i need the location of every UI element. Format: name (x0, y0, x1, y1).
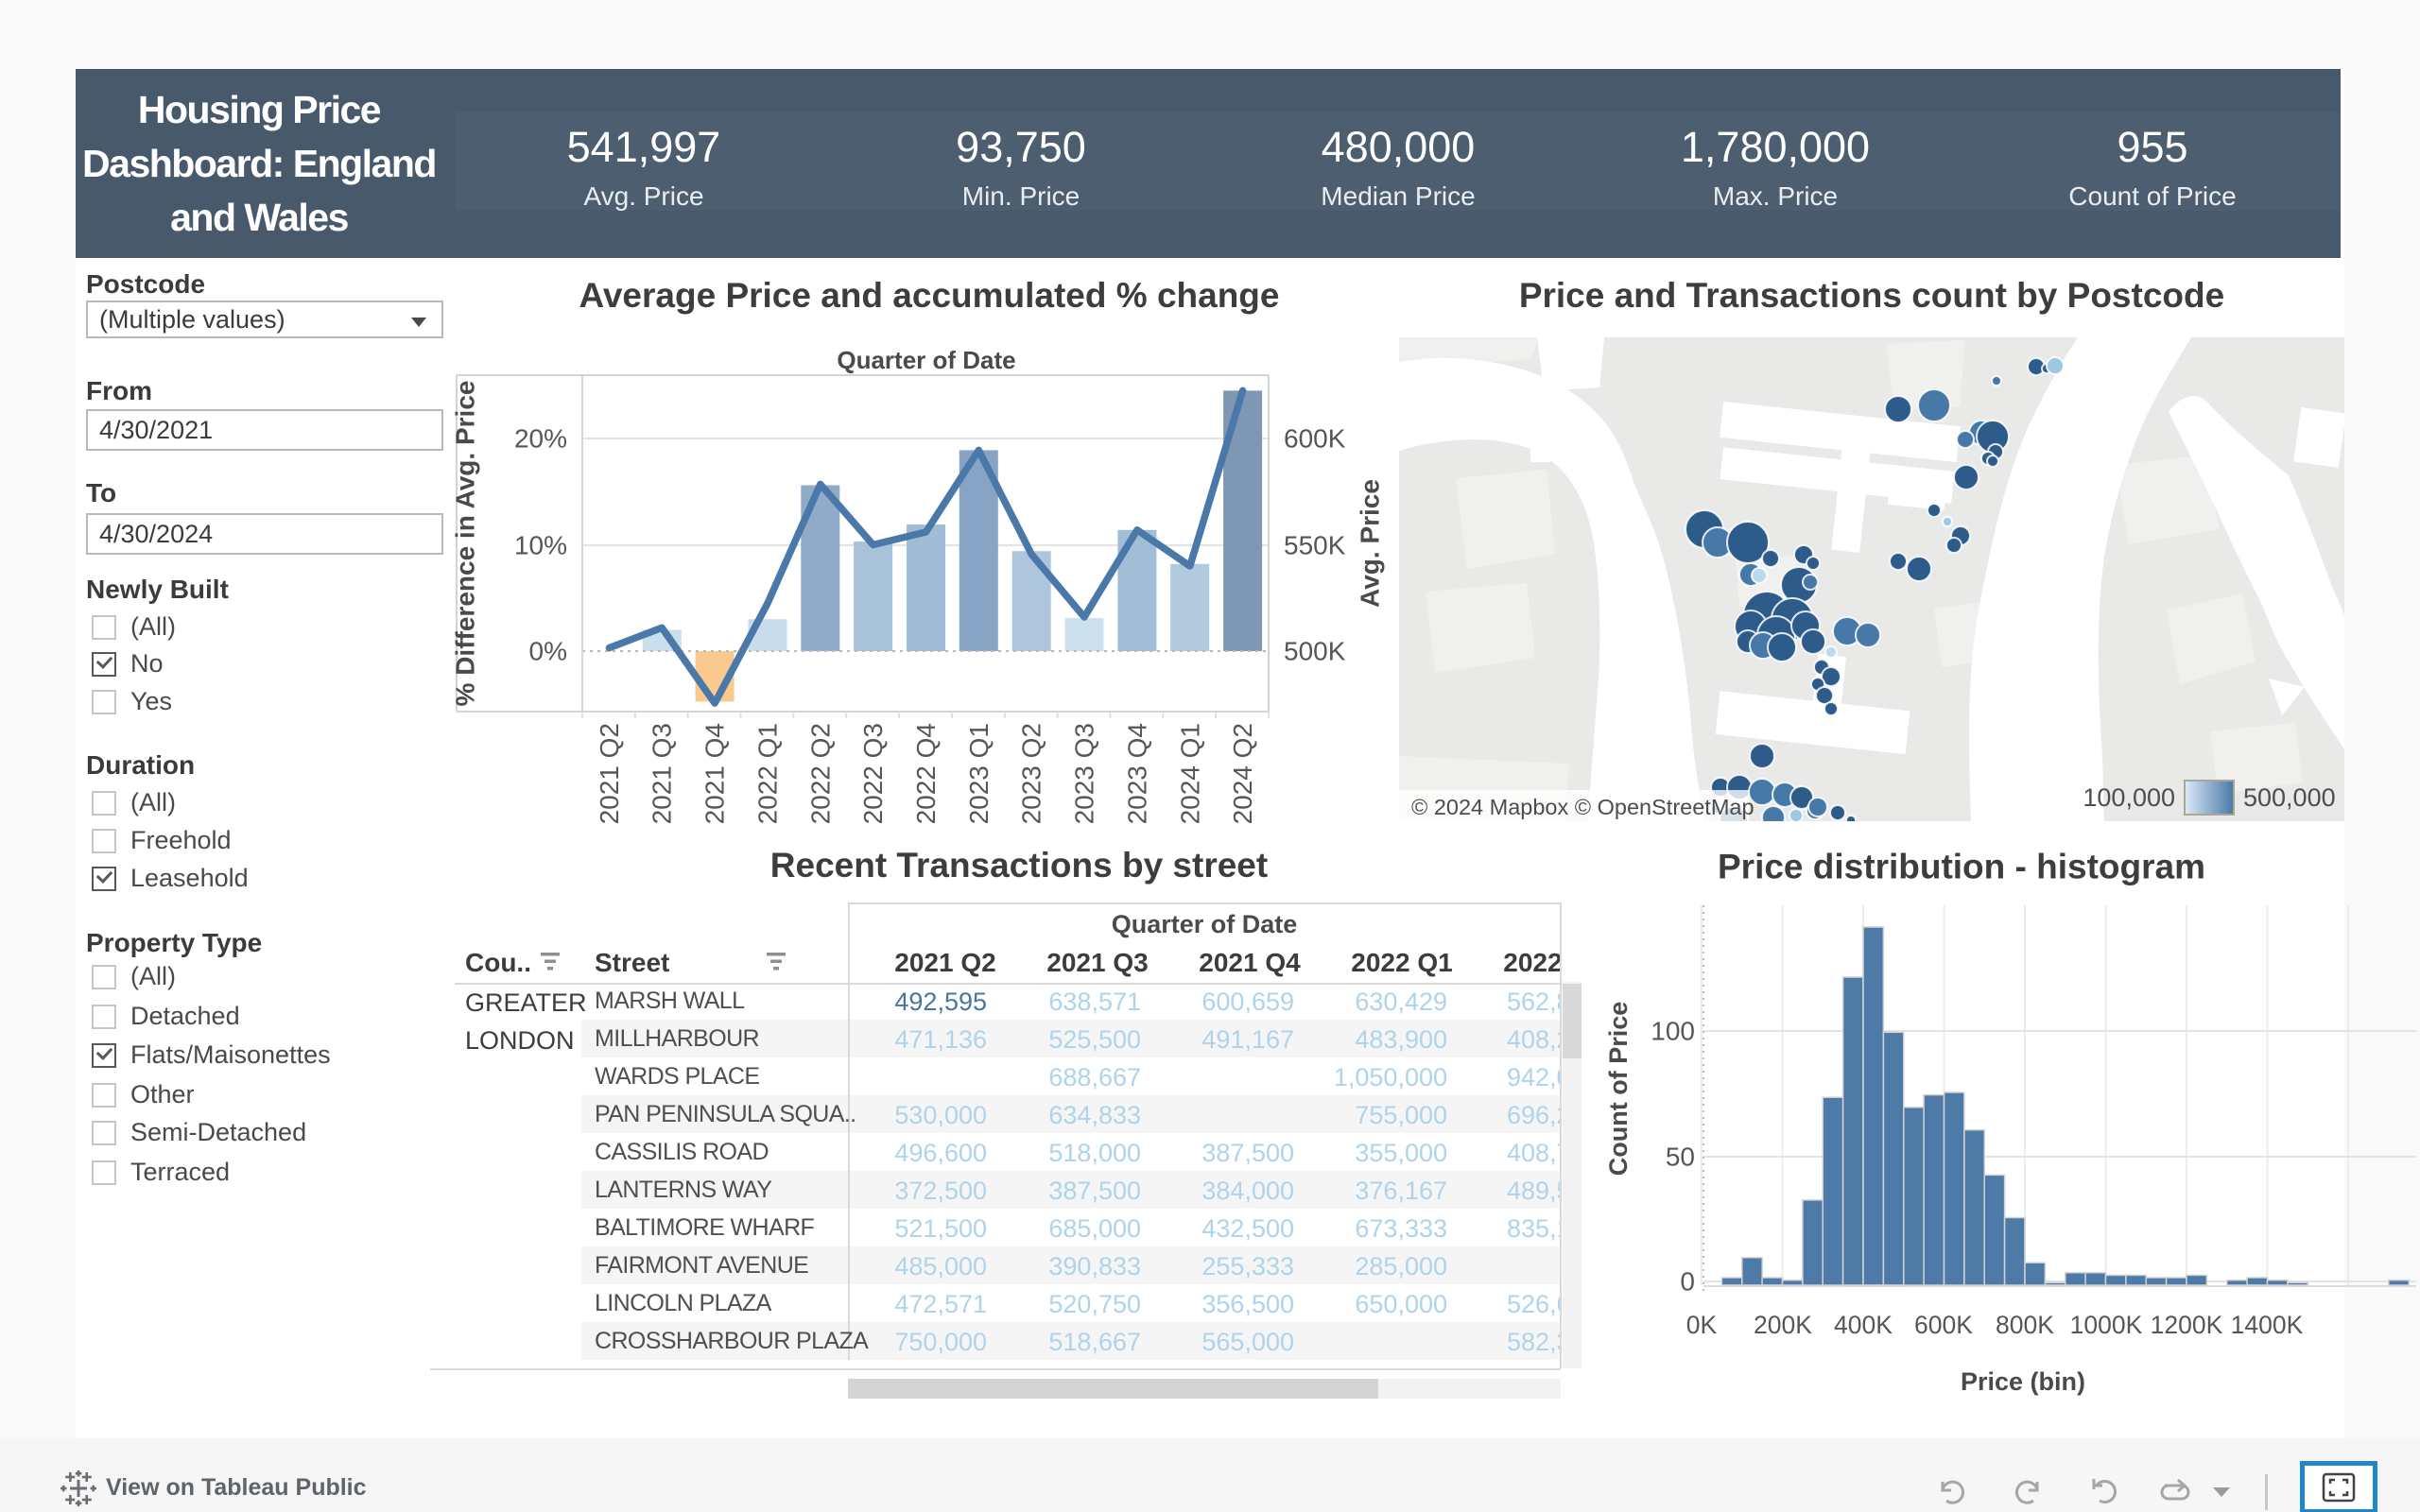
svg-text:2023 Q4: 2023 Q4 (1122, 723, 1151, 824)
svg-text:Price (bin): Price (bin) (1961, 1367, 2085, 1396)
svg-text:Avg. Price: Avg. Price (1356, 479, 1385, 608)
svg-text:2023 Q1: 2023 Q1 (964, 723, 994, 824)
svg-text:2022 Q3: 2022 Q3 (858, 723, 888, 824)
svg-text:0%: 0% (529, 637, 567, 666)
svg-text:500,000: 500,000 (2243, 783, 2336, 812)
svg-text:200K: 200K (1754, 1311, 1812, 1339)
svg-text:500K: 500K (1284, 637, 1346, 666)
svg-text:600K: 600K (1284, 424, 1346, 454)
svg-text:600K: 600K (1914, 1311, 1973, 1339)
svg-text:0: 0 (1680, 1267, 1695, 1297)
svg-text:2022 Q2: 2022 Q2 (805, 723, 835, 824)
svg-text:100: 100 (1651, 1017, 1695, 1046)
svg-text:Price distribution - histogram: Price distribution - histogram (1718, 848, 2205, 886)
svg-text:© 2024 Mapbox © OpenStreetMap: © 2024 Mapbox © OpenStreetMap (1411, 795, 1754, 819)
svg-text:0K: 0K (1686, 1311, 1718, 1339)
svg-text:20%: 20% (514, 424, 567, 454)
svg-text:2021 Q4: 2021 Q4 (700, 723, 730, 824)
svg-text:2024 Q2: 2024 Q2 (1228, 723, 1257, 824)
svg-text:1000K: 1000K (2070, 1311, 2143, 1339)
svg-text:550K: 550K (1284, 531, 1346, 560)
svg-text:Quarter of Date: Quarter of Date (837, 346, 1015, 374)
svg-text:2023 Q2: 2023 Q2 (1017, 723, 1046, 824)
svg-text:100,000: 100,000 (2083, 783, 2175, 812)
svg-text:10%: 10% (514, 531, 567, 560)
svg-text:2022 Q1: 2022 Q1 (753, 723, 783, 824)
svg-text:800K: 800K (1996, 1311, 2054, 1339)
svg-text:% Difference in Avg. Price: % Difference in Avg. Price (451, 381, 480, 707)
svg-text:50: 50 (1666, 1143, 1695, 1172)
svg-text:2022 Q4: 2022 Q4 (911, 723, 941, 824)
svg-text:2021 Q3: 2021 Q3 (648, 723, 677, 824)
svg-text:400K: 400K (1834, 1311, 1893, 1339)
svg-text:2021 Q2: 2021 Q2 (595, 723, 624, 824)
svg-text:1200K: 1200K (2151, 1311, 2223, 1339)
svg-text:2023 Q3: 2023 Q3 (1070, 723, 1099, 824)
svg-text:1400K: 1400K (2231, 1311, 2304, 1339)
svg-text:2024 Q1: 2024 Q1 (1175, 723, 1204, 824)
svg-text:Count of Price: Count of Price (1604, 1002, 1633, 1177)
